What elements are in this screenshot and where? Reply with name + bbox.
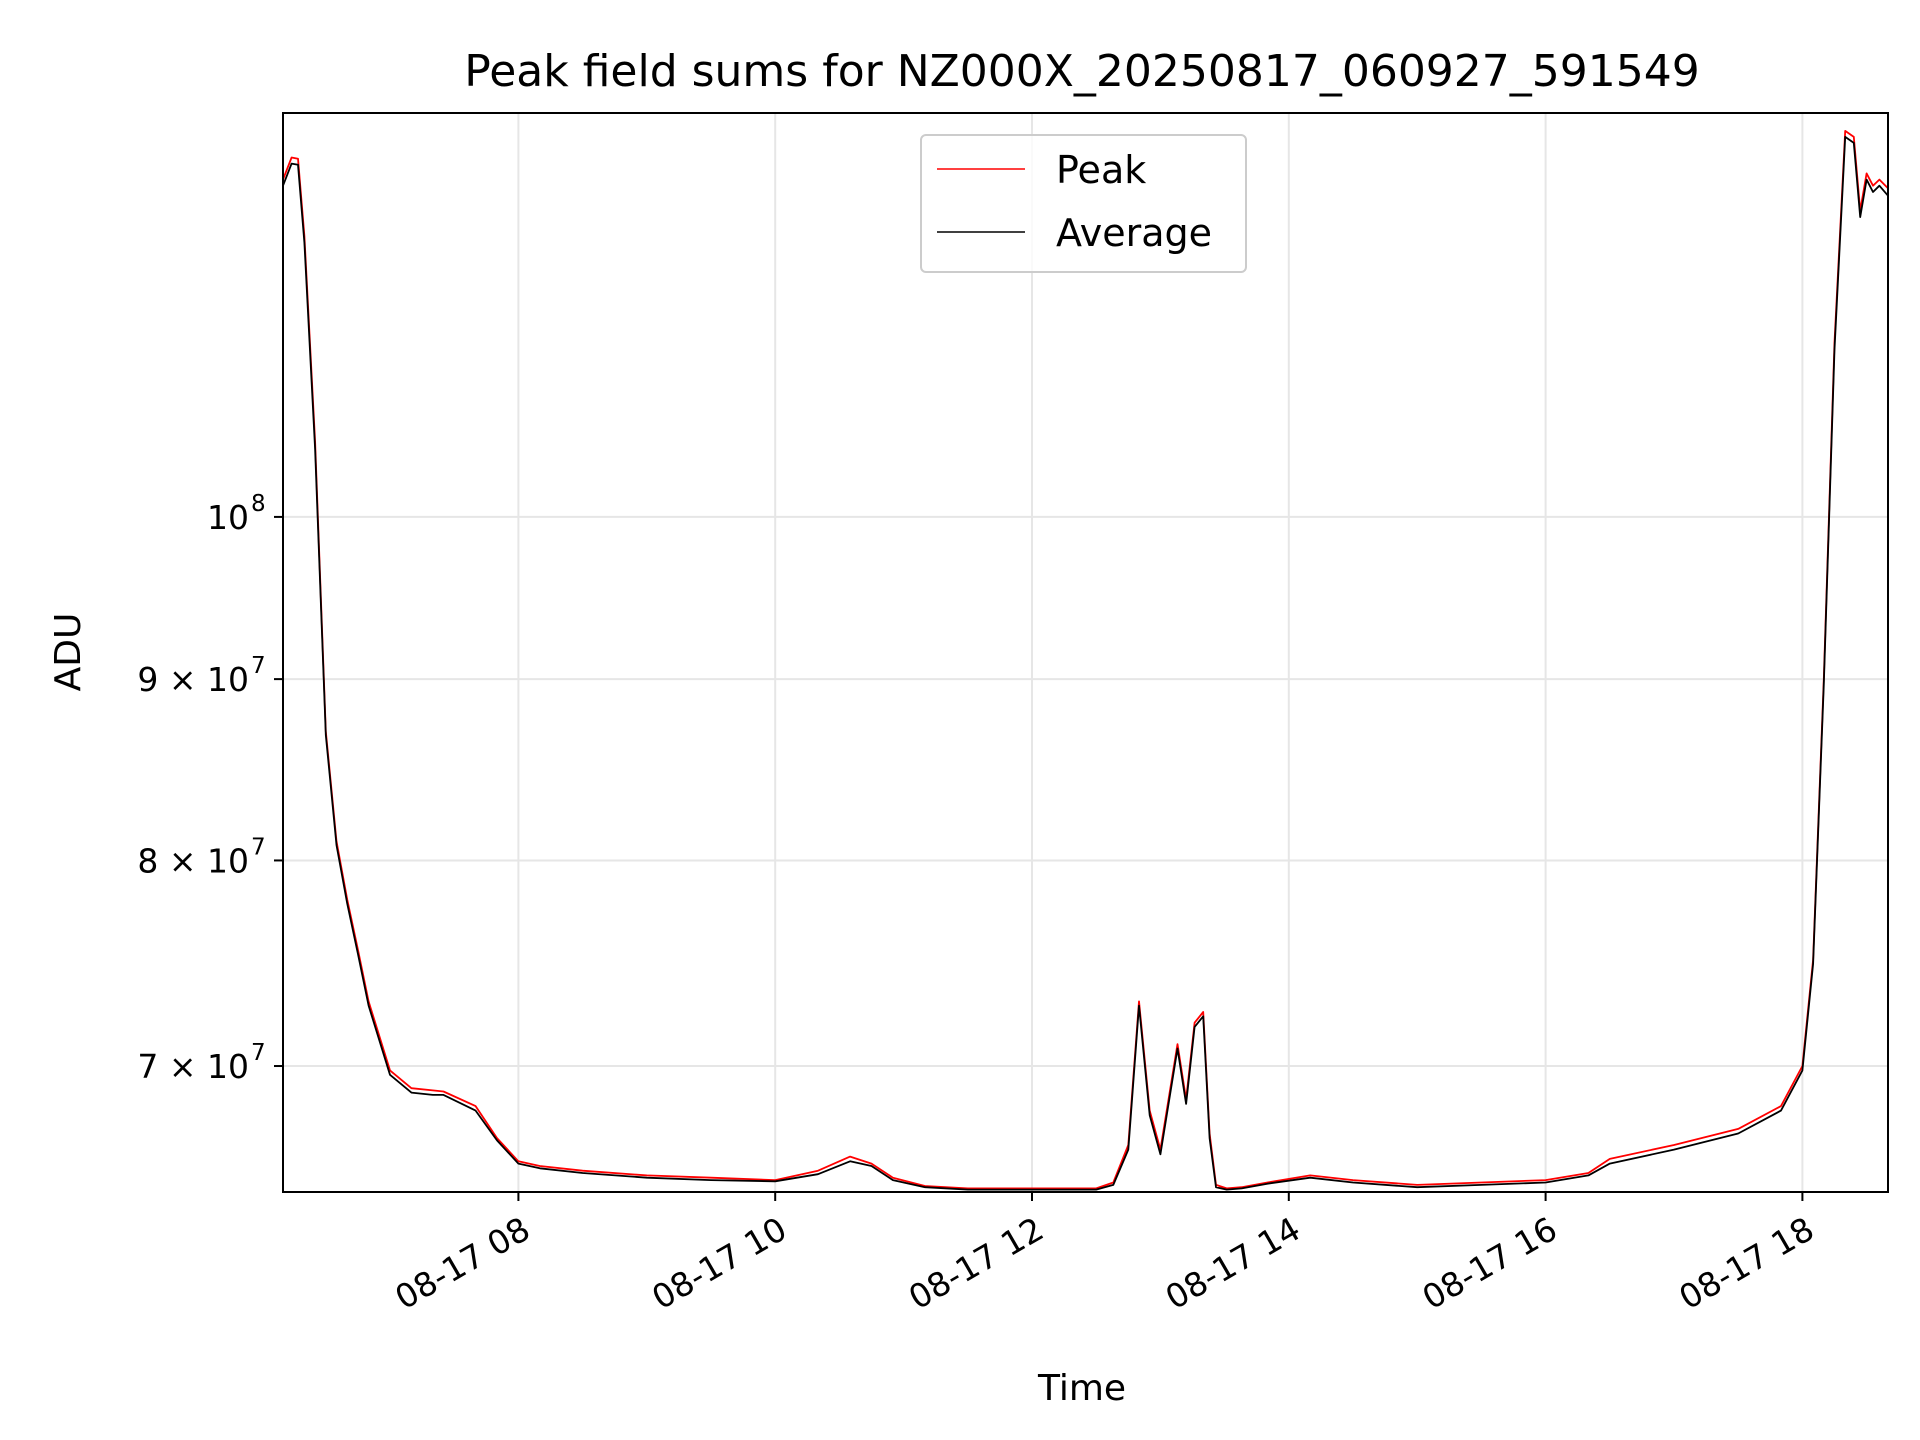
series-line-peak [282,129,1889,1190]
y-axis-title: ADU [48,613,89,692]
y-tick-label: 8 × 10 [137,841,249,880]
y-tick-label: 9 × 10 [137,660,249,699]
series-lines [282,129,1889,1191]
y-tick-exponent: 7 [251,834,266,860]
chart-title: Peak field sums for NZ000X_20250817_0609… [464,46,1700,97]
y-tick-exponent: 7 [251,653,266,679]
x-axis-title: Time [1037,1368,1126,1409]
legend-label-peak: Peak [1056,148,1146,192]
y-tick-exponent: 8 [251,491,266,517]
legend-label-average: Average [1056,211,1212,255]
y-tick-label: 7 × 10 [137,1047,249,1086]
grid-lines [283,113,1888,1192]
plot-frame [282,112,1889,1193]
legend: Peak Average [920,134,1247,273]
y-tick-label: 10 [207,498,249,537]
y-tick-exponent: 7 [251,1040,266,1066]
series-line-average [282,135,1889,1191]
